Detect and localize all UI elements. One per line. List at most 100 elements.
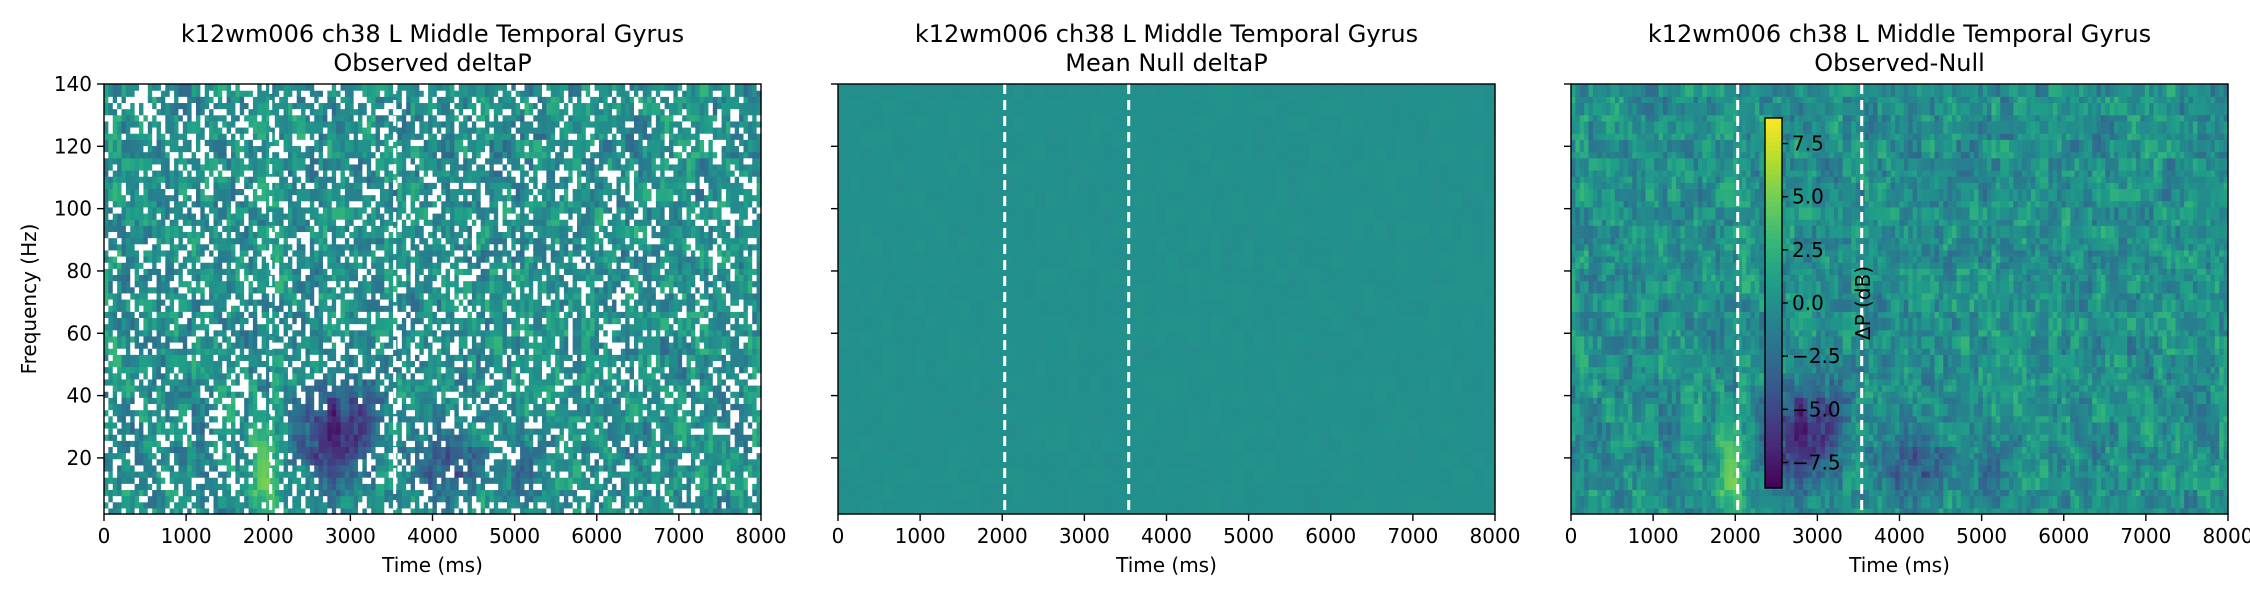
heatmap-cell [191,421,197,429]
heatmap-cell [248,329,254,337]
heatmap-cell [305,403,311,411]
heatmap-cell [358,256,364,263]
heatmap-cell [309,305,315,312]
heatmap-cell [139,219,145,226]
heatmap-cell [139,151,145,159]
heatmap-cell [384,342,390,349]
heatmap-cell [200,170,206,177]
heatmap-cell [174,292,180,300]
heatmap-cell [121,440,127,448]
heatmap-cell [209,489,215,497]
heatmap-cell [139,243,145,251]
heatmap-cell [213,342,219,349]
heatmap-cell [371,102,377,110]
heatmap-cell [204,292,210,300]
heatmap-cell [336,151,342,159]
heatmap-cell [379,256,385,263]
heatmap-cell [296,299,302,306]
heatmap-cell [314,114,320,122]
heatmap-cell [358,249,364,257]
heatmap-cell [160,200,166,208]
heatmap-cell [274,378,280,386]
heatmap-cell [244,182,250,190]
heatmap-cell [309,409,315,417]
heatmap-cell [226,458,232,466]
heatmap-cell [222,311,228,319]
heatmap-cell [283,366,289,374]
heatmap-cell [375,170,381,177]
heatmap-cell [406,200,412,208]
heatmap-cell [169,243,175,251]
heatmap-cell [222,84,228,91]
heatmap-cell [384,286,390,294]
heatmap-cell [279,323,285,331]
heatmap-cell [143,348,149,355]
heatmap-cell [384,360,390,368]
heatmap-cell [323,323,328,331]
heatmap-cell [279,133,285,140]
heatmap-cell [309,256,315,263]
heatmap-cell [160,237,166,245]
heatmap-cell [406,335,412,343]
heatmap-cell [130,262,136,269]
heatmap-cell [156,145,162,153]
heatmap-cell [375,354,381,362]
heatmap-cell [182,114,188,122]
heatmap-cell [134,133,140,140]
heatmap-cell [318,360,324,368]
heatmap-cell [112,194,118,202]
heatmap-cell [336,471,342,478]
heatmap-cell [340,151,346,159]
heatmap-cell [358,213,364,220]
heatmap-cell [104,403,109,411]
heatmap-cell [406,145,412,153]
heatmap-cell [108,305,114,312]
heatmap-cell [366,139,372,147]
heatmap-cell [239,120,245,128]
heatmap-cell [388,237,394,245]
heatmap-cell [414,415,420,423]
heatmap-cell [401,262,407,269]
heatmap-cell [191,305,197,312]
heatmap-cell [257,335,263,343]
heatmap-cell [252,458,258,466]
heatmap-cell [187,292,193,300]
heatmap-cell [182,483,188,491]
heatmap-cell [331,428,337,435]
heatmap-cell [309,317,315,325]
heatmap-cell [287,507,293,515]
heatmap-cell [252,170,258,177]
heatmap-cell [125,421,131,429]
heatmap-cell [344,90,350,97]
heatmap-cell [388,385,394,392]
heatmap-cell [331,385,337,392]
heatmap-cell [178,452,184,460]
heatmap-cell [244,440,250,448]
heatmap-cell [134,96,140,104]
heatmap-cell [349,256,355,263]
heatmap-cell [169,157,175,165]
heatmap-cell [187,477,193,484]
heatmap-cell [217,213,223,220]
heatmap-cell [410,133,416,140]
heatmap-cell [204,397,210,405]
heatmap-cell [305,452,311,460]
heatmap-cell [331,495,337,503]
heatmap-cell [117,323,123,331]
heatmap-cell [414,403,420,411]
heatmap-cell [178,151,184,159]
heatmap-cell [147,231,153,239]
heatmap-cell [130,440,136,448]
heatmap-cell [104,311,109,319]
heatmap-cell [366,114,372,122]
heatmap-cell [235,206,241,214]
heatmap-cell [112,188,118,196]
heatmap-cell [182,151,188,159]
heatmap-cell [257,464,263,472]
heatmap-cell [239,151,245,159]
heatmap-cell [314,366,320,374]
heatmap-cell [130,348,136,355]
heatmap-cell [139,501,145,509]
heatmap-cell [252,96,258,104]
heatmap-cell [222,268,228,276]
